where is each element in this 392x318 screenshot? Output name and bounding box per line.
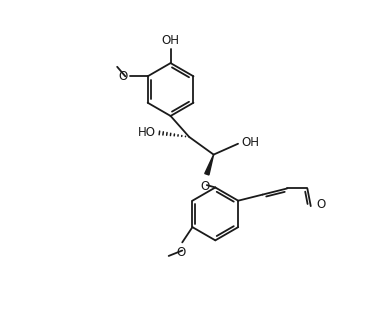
Text: O: O: [200, 180, 209, 193]
Text: OH: OH: [241, 136, 260, 149]
Text: O: O: [118, 70, 127, 83]
Text: HO: HO: [138, 126, 156, 139]
Polygon shape: [205, 155, 214, 175]
Text: O: O: [176, 246, 185, 259]
Text: OH: OH: [162, 34, 180, 47]
Text: O: O: [316, 198, 325, 211]
